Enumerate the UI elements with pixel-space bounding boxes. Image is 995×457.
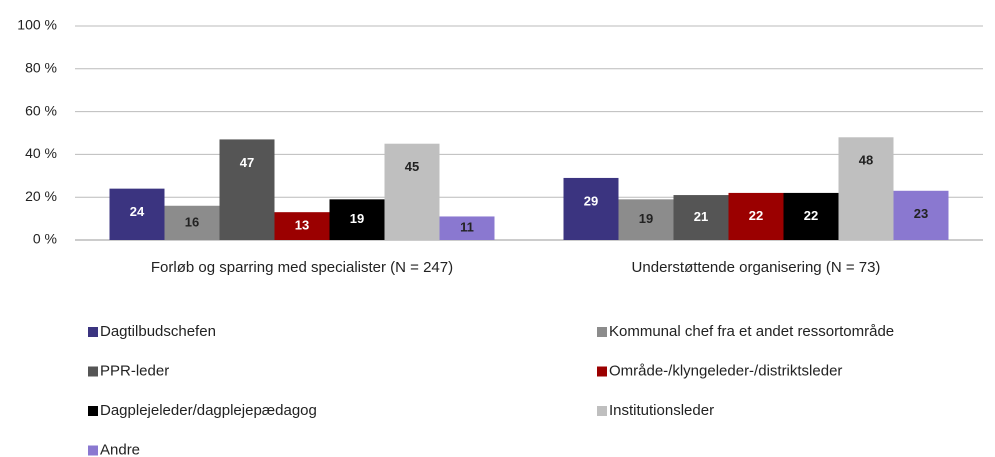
legend-label: Kommunal chef fra et andet ressortområde xyxy=(609,323,894,340)
bar xyxy=(329,199,385,240)
bar xyxy=(673,195,729,240)
data-label: 24 xyxy=(130,204,145,219)
legend-swatch xyxy=(597,406,607,416)
data-label: 47 xyxy=(240,155,254,170)
bar xyxy=(274,212,330,240)
data-label: 11 xyxy=(460,220,474,235)
y-tick-label: 80 % xyxy=(25,60,57,76)
legend-label: Dagplejeleder/dagplejepædagog xyxy=(100,402,317,419)
data-label: 22 xyxy=(804,208,818,223)
bar xyxy=(618,199,674,240)
x-tick-label: Forløb og sparring med specialister (N =… xyxy=(150,259,454,276)
data-label: 21 xyxy=(694,209,708,224)
bar xyxy=(164,205,220,240)
data-label: 29 xyxy=(584,193,598,208)
y-tick-label: 0 % xyxy=(33,231,57,247)
y-tick-label: 20 % xyxy=(25,188,57,204)
bar xyxy=(838,137,894,240)
legend-swatch xyxy=(88,445,98,456)
y-tick-label: 60 % xyxy=(25,102,57,118)
bar xyxy=(893,190,949,240)
bar xyxy=(563,177,619,240)
data-label: 23 xyxy=(914,206,928,221)
data-label: 16 xyxy=(185,214,199,229)
legend-swatch xyxy=(88,366,98,377)
bar xyxy=(109,188,165,240)
bar xyxy=(783,192,839,240)
data-label: 45 xyxy=(405,159,419,174)
data-label: 19 xyxy=(350,211,364,226)
legend-label: Institutionsleder xyxy=(609,402,714,419)
legend-label: Andre xyxy=(100,441,140,457)
data-label: 22 xyxy=(749,208,763,223)
y-tick-label: 100 % xyxy=(17,17,57,33)
legend-label: Dagtilbudschefen xyxy=(100,323,216,340)
bar xyxy=(728,192,784,240)
data-label: 19 xyxy=(639,211,653,226)
legend-swatch xyxy=(597,327,607,337)
bar xyxy=(384,143,440,240)
legend-label: Område-/klyngeleder-/distriktsleder xyxy=(609,362,842,379)
legend-label: PPR-leder xyxy=(100,362,169,379)
legend-swatch xyxy=(88,406,98,416)
y-tick-label: 40 % xyxy=(25,145,57,161)
bar xyxy=(439,216,495,240)
data-label: 48 xyxy=(859,153,873,168)
x-tick-label: Understøttende organisering (N = 73) xyxy=(631,259,881,276)
bar xyxy=(219,139,275,240)
legend-swatch xyxy=(597,366,607,377)
data-label: 13 xyxy=(295,218,309,233)
legend-swatch xyxy=(88,327,98,337)
